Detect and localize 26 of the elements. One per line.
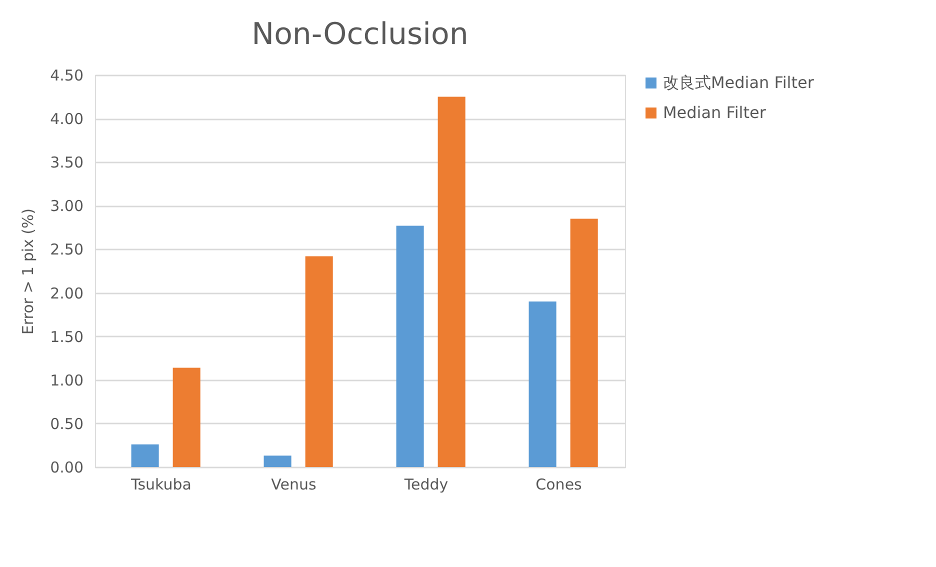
- y-tick-label: 2.00: [50, 284, 84, 302]
- y-tick-label: 0.50: [50, 414, 84, 433]
- bar: [396, 226, 424, 467]
- y-axis-title: Error > 1 pix (%): [19, 208, 38, 335]
- x-tick-label: Tsukuba: [130, 476, 192, 494]
- y-tick-label: 3.50: [50, 154, 84, 172]
- legend-label: Median Filter: [663, 103, 766, 122]
- x-tick-label: Venus: [271, 476, 317, 494]
- y-tick-label: 1.00: [50, 371, 84, 390]
- bar: [172, 368, 200, 467]
- chart-title: Non-Occlusion: [252, 17, 468, 52]
- bar: [570, 218, 598, 467]
- y-tick-label: 3.00: [50, 197, 84, 216]
- y-tick-label: 0.00: [50, 458, 84, 476]
- y-tick-label: 4.00: [50, 110, 84, 128]
- y-tick-label: 4.50: [50, 66, 84, 84]
- bar: [131, 444, 159, 467]
- bar: [305, 256, 333, 467]
- bar: [264, 456, 292, 467]
- bar: [438, 96, 466, 467]
- legend-label: 改良式Median Filter: [663, 73, 814, 92]
- x-tick-label: Teddy: [403, 476, 448, 494]
- x-tick-label: Cones: [536, 476, 582, 494]
- y-tick-label: 1.50: [50, 328, 84, 346]
- y-tick-label: 2.50: [50, 240, 84, 259]
- bar: [528, 301, 556, 467]
